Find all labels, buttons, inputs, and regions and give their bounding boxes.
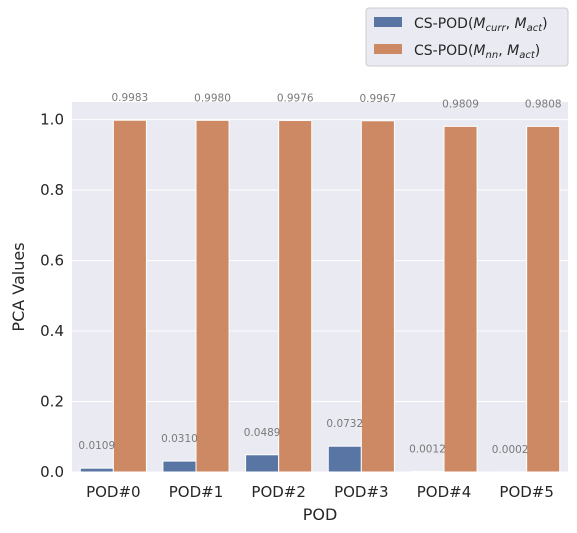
- legend-label-series-1: CS-POD(Mcurr, Mact): [414, 16, 548, 34]
- y-tick-label: 0.0: [40, 463, 64, 481]
- legend: CS-POD(Mcurr, Mact) CS-POD(Mnn, Mact): [365, 7, 569, 67]
- x-tick-label: POD#3: [334, 483, 389, 501]
- y-tick-label: 0.8: [40, 181, 64, 199]
- data-label: 0.0002: [492, 444, 529, 456]
- plot-background: [72, 102, 568, 472]
- data-label: 0.9809: [442, 98, 479, 110]
- y-tick-label: 0.6: [40, 252, 64, 270]
- bar-series-1: [162, 460, 197, 473]
- data-label: 0.9808: [525, 98, 562, 110]
- data-label: 0.9967: [359, 93, 396, 105]
- x-axis-label: POD: [303, 505, 338, 524]
- bar-series-2: [360, 120, 395, 473]
- x-tick-label: POD#1: [169, 483, 224, 501]
- gridlines: [72, 119, 568, 473]
- data-label: 0.9980: [194, 92, 231, 104]
- data-label: 0.9976: [277, 92, 314, 104]
- bar-series-1: [327, 445, 362, 473]
- y-tick-labels: 0.0 0.2 0.4 0.6 0.8 1.0: [40, 111, 64, 481]
- y-axis-label: PCA Values: [9, 242, 28, 331]
- bars: [79, 119, 561, 473]
- x-tick-labels: POD#0 POD#1 POD#2 POD#3 POD#4 POD#5: [86, 483, 554, 501]
- y-tick-label: 0.2: [40, 393, 64, 411]
- data-label: 0.0012: [409, 444, 446, 456]
- bar-series-2: [112, 119, 147, 473]
- data-label: 0.0109: [78, 440, 115, 452]
- bar-series-2: [195, 119, 230, 473]
- x-tick-label: POD#2: [251, 483, 306, 501]
- data-label: 0.9983: [111, 92, 148, 104]
- x-tick-label: POD#0: [86, 483, 141, 501]
- x-tick-label: POD#4: [417, 483, 472, 501]
- legend-label-series-2: CS-POD(Mnn, Mact): [414, 43, 540, 61]
- bar-series-1: [79, 467, 114, 473]
- y-tick-label: 0.4: [40, 322, 64, 340]
- bar-series-2: [526, 125, 561, 473]
- bar-series-2: [443, 125, 478, 473]
- bar-series-1: [245, 454, 280, 473]
- legend-box: [365, 7, 569, 67]
- legend-swatch-series-2: [374, 44, 402, 54]
- data-labels: 0.0109 0.9983 0.0310 0.9980 0.0489 0.9976 0.07…: [78, 92, 561, 456]
- x-tick-label: POD#5: [499, 483, 554, 501]
- y-tick-label: 1.0: [40, 111, 64, 129]
- bar-series-2: [278, 119, 313, 473]
- data-label: 0.0732: [326, 418, 363, 430]
- data-label: 0.0310: [161, 433, 198, 445]
- data-label: 0.0489: [244, 427, 281, 439]
- legend-swatch-series-1: [374, 17, 402, 27]
